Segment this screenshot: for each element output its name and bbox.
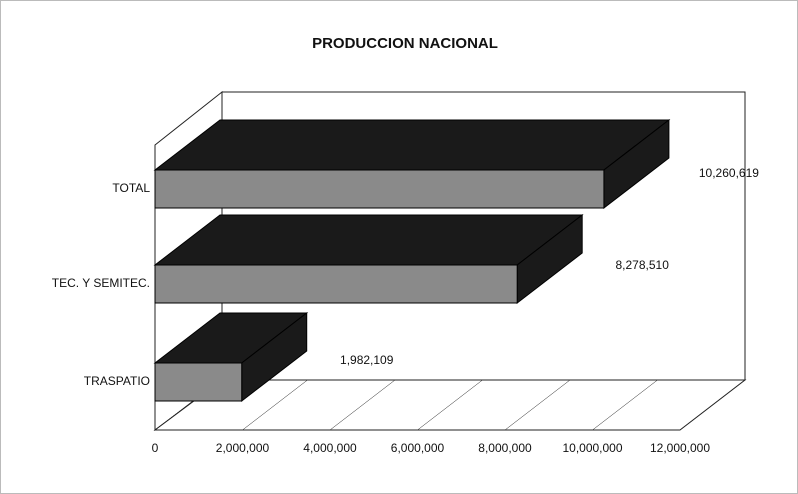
x-tick-label: 8,000,000	[478, 441, 532, 455]
data-label: 8,278,510	[615, 258, 669, 272]
grid-line	[242, 379, 308, 431]
chart-title: PRODUCCION NACIONAL	[312, 35, 498, 52]
data-label: 10,260,619	[699, 166, 759, 180]
y-tick-label: TEC. Y SEMITEC.	[52, 276, 150, 290]
bar	[154, 362, 243, 402]
grid-line	[504, 379, 571, 431]
x-tick-label: 6,000,000	[391, 441, 445, 455]
bar	[154, 264, 518, 304]
y-tick-label: TOTAL	[112, 181, 150, 195]
grid-line	[592, 379, 658, 431]
x-tick-label: 10,000,000	[562, 441, 622, 455]
x-tick-label: 12,000,000	[650, 441, 710, 455]
grid-line	[329, 379, 396, 431]
x-tick-label: 4,000,000	[303, 441, 357, 455]
x-tick-label: 0	[152, 441, 159, 455]
bar-top	[153, 119, 671, 171]
bar	[154, 169, 605, 209]
data-label: 1,982,109	[340, 353, 394, 367]
bar-top	[153, 214, 584, 266]
grid-line	[679, 379, 746, 431]
x-tick-label: 2,000,000	[216, 441, 270, 455]
grid-line	[417, 379, 483, 431]
y-tick-label: TRASPATIO	[84, 374, 150, 388]
